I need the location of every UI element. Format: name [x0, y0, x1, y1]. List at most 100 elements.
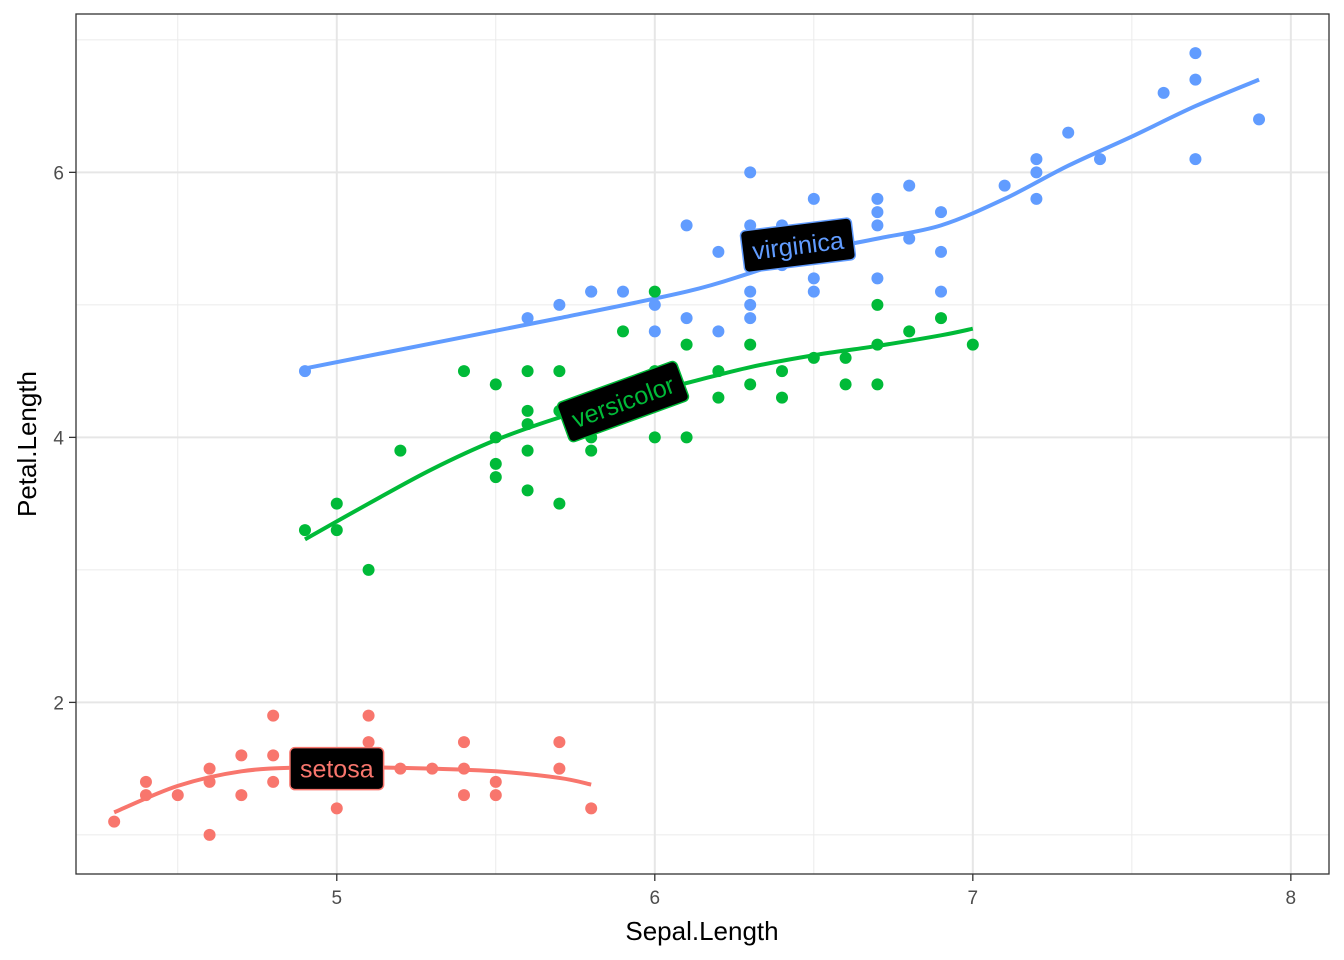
y-tick-label: 2	[53, 693, 64, 714]
virginica-point	[903, 179, 916, 192]
virginica-point	[871, 192, 884, 205]
x-tick-label: 7	[968, 888, 979, 909]
versicolor-point	[521, 365, 534, 378]
setosa-point	[139, 775, 152, 788]
virginica-point	[553, 298, 566, 311]
versicolor-point	[935, 312, 948, 325]
virginica-point	[903, 232, 916, 245]
setosa-point	[457, 736, 470, 749]
setosa-point	[267, 775, 280, 788]
virginica-point	[648, 325, 661, 338]
virginica-point	[1253, 113, 1266, 126]
virginica-point	[744, 285, 757, 298]
versicolor-point	[680, 338, 693, 351]
versicolor-point	[871, 338, 884, 351]
versicolor-point	[648, 285, 661, 298]
versicolor-point	[521, 444, 534, 457]
virginica-point	[616, 285, 629, 298]
setosa-point	[330, 802, 343, 815]
setosa-point	[426, 762, 439, 775]
versicolor-point	[744, 338, 757, 351]
x-tick-label: 5	[331, 888, 342, 909]
versicolor-point	[521, 404, 534, 417]
setosa-point	[585, 802, 598, 815]
versicolor-point	[521, 484, 534, 497]
setosa-point	[489, 789, 502, 802]
versicolor-point	[966, 338, 979, 351]
versicolor-point	[553, 497, 566, 510]
virginica-point	[1157, 86, 1170, 99]
virginica-point	[935, 245, 948, 258]
curve-labels: setosa versicolor virginica	[289, 217, 857, 791]
axes: 5 6 7 8 2 4 6	[53, 163, 1296, 909]
virginica-point	[1030, 153, 1043, 166]
virginica-point	[807, 272, 820, 285]
setosa-point	[553, 736, 566, 749]
virginica-point	[585, 285, 598, 298]
virginica-point	[1094, 153, 1107, 166]
virginica-point	[998, 179, 1011, 192]
panel-border	[75, 13, 1330, 875]
versicolor-point	[489, 457, 502, 470]
versicolor-point	[489, 431, 502, 444]
x-axis-title: Sepal.Length	[625, 916, 778, 946]
versicolor-point	[712, 391, 725, 404]
virginica-point	[1189, 153, 1202, 166]
setosa-point	[203, 828, 216, 841]
virginica-point	[1189, 47, 1202, 60]
virginica-point	[807, 285, 820, 298]
setosa-point	[267, 749, 280, 762]
versicolor-point	[298, 524, 311, 537]
setosa-point	[235, 789, 248, 802]
versicolor-curve-label: versicolor	[556, 360, 690, 443]
virginica-point	[680, 219, 693, 232]
y-tick-label: 4	[53, 428, 64, 449]
setosa-point	[457, 762, 470, 775]
virginica-curve-label: virginica	[739, 217, 857, 274]
setosa-point	[108, 815, 121, 828]
y-tick-label: 6	[53, 163, 64, 184]
versicolor-point	[616, 325, 629, 338]
versicolor-point	[871, 378, 884, 391]
setosa-point	[235, 749, 248, 762]
virginica-point	[298, 365, 311, 378]
setosa-point	[457, 789, 470, 802]
versicolor-point	[807, 351, 820, 364]
virginica-point	[744, 166, 757, 179]
virginica-point	[1062, 126, 1075, 139]
virginica-point	[744, 312, 757, 325]
setosa-point	[489, 775, 502, 788]
virginica-point	[744, 219, 757, 232]
versicolor-point	[744, 378, 757, 391]
versicolor-point	[839, 351, 852, 364]
virginica-point	[680, 312, 693, 325]
virginica-point	[1030, 192, 1043, 205]
versicolor-point	[839, 378, 852, 391]
setosa-curve-label: setosa	[289, 746, 385, 791]
versicolor-point	[776, 391, 789, 404]
setosa-point	[553, 762, 566, 775]
virginica-point	[712, 245, 725, 258]
versicolor-curve-label-box	[556, 360, 690, 443]
virginica-curve-label-box	[739, 217, 857, 274]
virginica-point	[744, 298, 757, 311]
x-tick-label: 8	[1286, 888, 1297, 909]
virginica-point	[1189, 73, 1202, 86]
versicolor-point	[362, 563, 375, 576]
virginica-point	[521, 312, 534, 325]
versicolor-point	[489, 471, 502, 484]
virginica-point	[871, 219, 884, 232]
setosa-curve-label-box	[289, 746, 385, 791]
y-axis-title: Petal.Length	[12, 371, 42, 517]
versicolor-point	[680, 431, 693, 444]
virginica-point	[648, 298, 661, 311]
virginica-point	[935, 206, 948, 219]
virginica-point	[871, 272, 884, 285]
virginica-point	[871, 206, 884, 219]
virginica-point	[935, 285, 948, 298]
versicolor-point	[776, 365, 789, 378]
versicolor-point	[871, 298, 884, 311]
virginica-point	[712, 325, 725, 338]
versicolor-point	[394, 444, 407, 457]
